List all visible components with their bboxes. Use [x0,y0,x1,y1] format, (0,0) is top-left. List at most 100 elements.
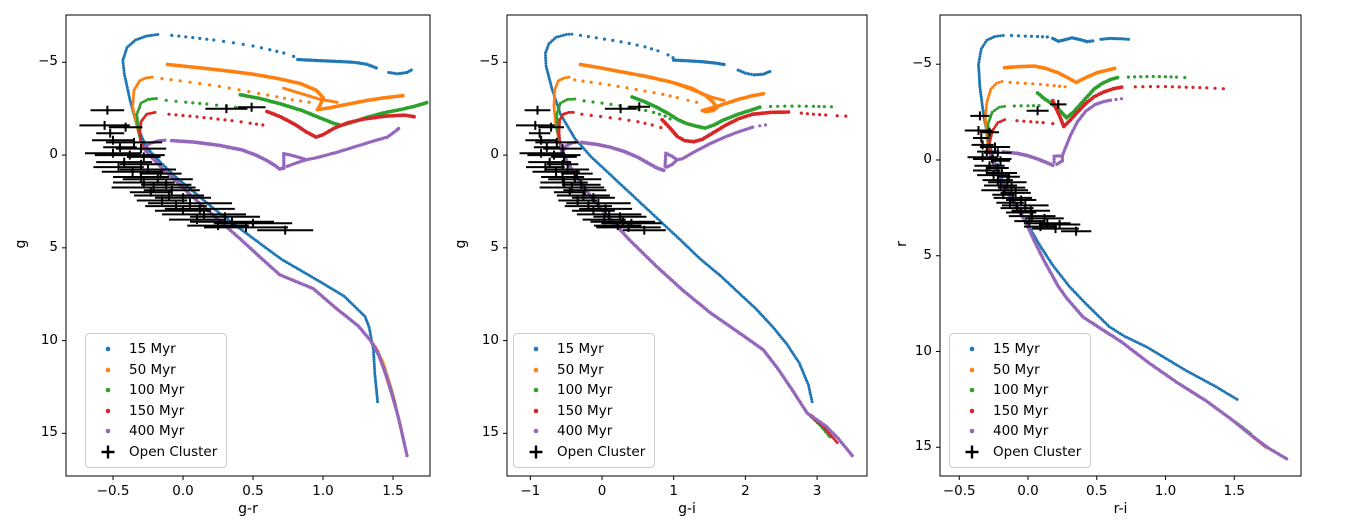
cluster-point [1015,206,1019,210]
cluster-point [244,225,248,229]
x-tick-label: −0.5 [942,483,976,499]
y-tick-label: −5 [479,53,499,70]
legend-item: 100 Myr [959,380,1081,401]
cluster-point [642,228,646,232]
dot-marker-icon [959,403,985,419]
cluster-point [573,177,577,181]
cluster-point [202,212,206,216]
cluster-point [216,224,220,228]
cluster-point [579,183,583,187]
cluster-point [554,170,558,174]
legend-label: 15 Myr [129,341,176,358]
cluster-point [1036,109,1040,113]
x-tick-label: 1 [669,483,678,499]
x-tick-label: 1.5 [382,483,404,499]
legend-item: 50 Myr [959,360,1081,381]
open-cluster-points [964,99,1092,236]
y-tick-label: 10 [481,331,499,348]
legend-item: 100 Myr [95,380,217,401]
dot-marker-icon [959,382,985,398]
cluster-point [570,186,574,189]
cluster-point [996,178,1000,182]
cluster-point [618,215,622,219]
legend: 15 Myr 50 Myr 100 Myr 150 Myr 400 Myr Open Cl… [513,333,655,468]
cluster-point [117,165,121,169]
cluster-point [988,130,991,134]
y-tick-label: 15 [40,424,58,441]
cluster-point [568,190,572,194]
cluster-point [156,177,160,181]
cluster-point [124,125,128,129]
cluster-point [581,194,585,197]
y-tick-label: 0 [923,150,932,167]
cluster-point [552,153,556,157]
cluster-point [167,194,171,197]
cluster-point [146,168,150,171]
x-tick-label: 0.0 [1017,483,1039,499]
cluster-point [181,209,185,213]
dot-marker-icon [523,362,549,378]
cluster-point [1030,214,1034,218]
open-cluster-points [79,102,314,235]
legend-item: 50 Myr [95,360,217,381]
cluster-point [561,162,565,166]
cluster-point [575,172,579,176]
legend-item: 150 Myr [523,401,645,422]
legend-item: 15 Myr [523,339,645,360]
cluster-point [128,153,132,157]
isochrone-400-myr [142,126,409,458]
legend-label: 100 Myr [129,382,185,399]
y-tick-label: 5 [490,238,499,255]
dot-marker-icon [95,341,121,357]
x-tick-label: 2 [741,483,750,499]
dot-marker-icon [95,382,121,398]
legend-item: 15 Myr [959,339,1081,360]
legend-label: 50 Myr [129,361,176,378]
legend-label: 50 Myr [993,361,1040,378]
legend-item: 150 Myr [95,401,217,422]
cluster-point [1005,180,1009,184]
cluster-point [1058,223,1062,226]
cluster-point [627,225,630,229]
x-tick-label: 0.0 [172,483,194,499]
cluster-point [591,209,595,213]
panel-2 [503,14,868,480]
cluster-point [555,140,559,144]
x-axis-label-r-i: r-i [1113,501,1128,517]
y-tick-label: 10 [914,342,932,359]
dot-marker-icon [95,403,121,419]
cluster-point [539,151,543,155]
cluster-point [977,129,980,132]
cluster-point [195,218,199,222]
dot-marker-icon [95,362,121,378]
panel-border [939,14,1302,477]
cluster-point [142,181,146,184]
x-axis-label-g-i: g-i [678,501,696,517]
cluster-point [181,196,185,200]
cluster-point [152,186,156,189]
legend-item: Open Cluster [959,442,1081,463]
cluster-point [538,131,542,135]
legend-label: 100 Myr [557,382,613,399]
plus-marker-icon [959,444,985,460]
legend-label: Open Cluster [129,443,218,460]
x-tick-label: −1 [520,483,541,499]
legend-label: 15 Myr [993,341,1040,358]
cluster-point [619,107,623,111]
cluster-point [999,159,1002,163]
cluster-point [981,143,985,147]
dot-marker-icon [523,403,549,419]
legend-item: Open Cluster [95,442,217,463]
legend-item: 50 Myr [523,360,645,381]
cluster-point [586,204,590,208]
legend-label: 15 Myr [557,341,604,358]
legend-item: 15 Myr [95,339,217,360]
dot-marker-icon [959,362,985,378]
cluster-point [536,108,539,112]
cluster-point [170,188,174,192]
cluster-point [1008,201,1012,205]
dot-marker-icon [95,423,121,439]
cluster-point [562,181,566,184]
